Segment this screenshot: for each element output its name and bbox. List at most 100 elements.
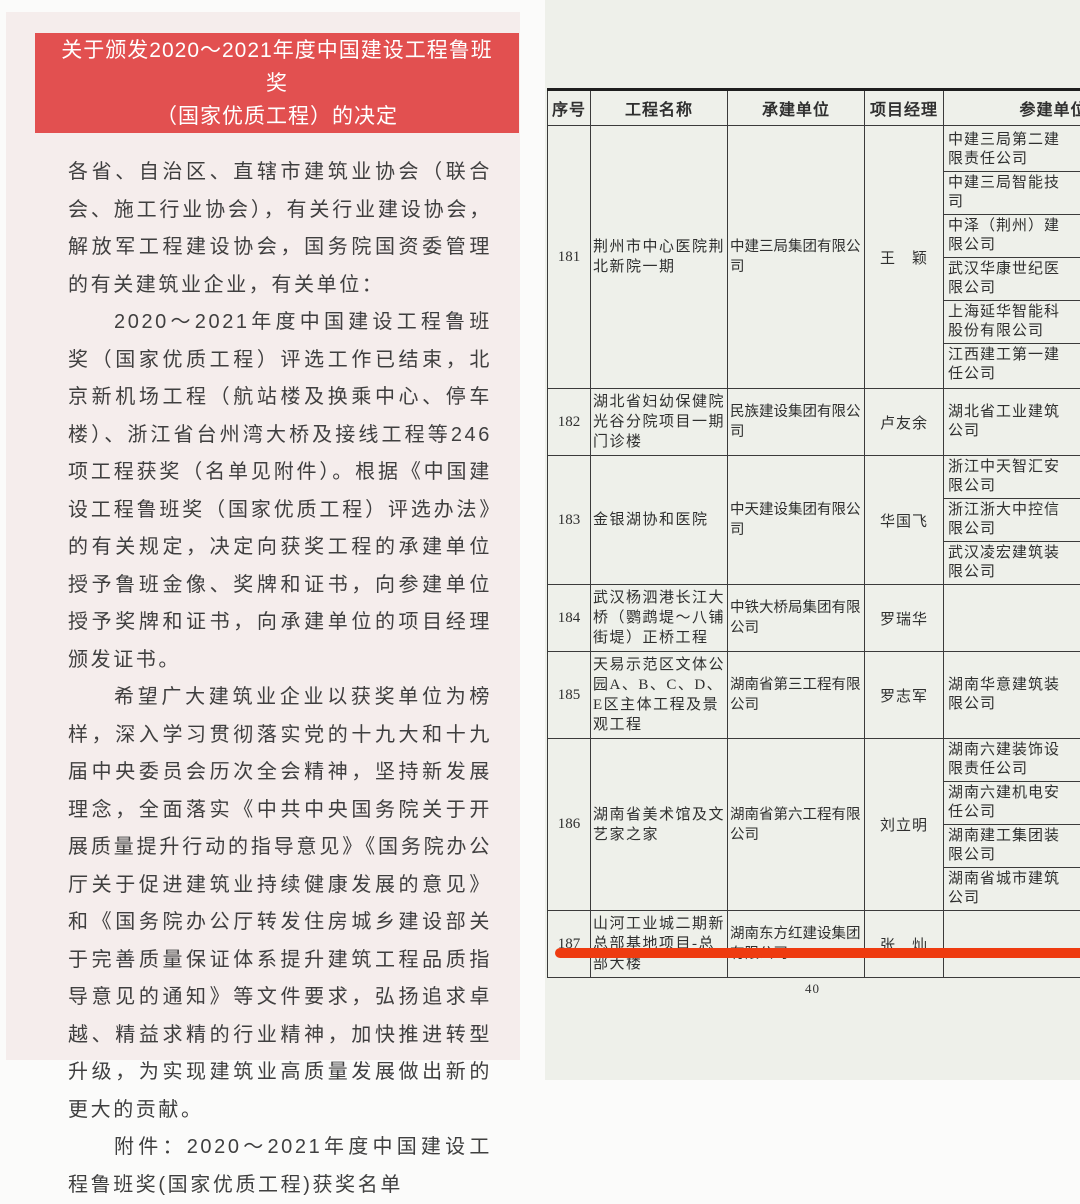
- participant-entry: 上海延华智能科股份有限公司: [944, 301, 1080, 344]
- red-underline-marker: [555, 948, 1080, 958]
- project-manager-cell: 张 灿: [865, 911, 944, 978]
- participant-line: 上海延华智能科: [948, 303, 1080, 322]
- participant-entry: 浙江中天智汇安限公司: [944, 456, 1080, 499]
- serial-number-cell: 183: [548, 456, 591, 585]
- participant-line: 湖北省工业建筑: [948, 403, 1080, 422]
- serial-number-cell: 187: [548, 911, 591, 978]
- document-title-line: （国家优质工程）的决定: [35, 100, 519, 133]
- screenshot-canvas: 关于颁发2020～2021年度中国建设工程鲁班奖（国家优质工程）的决定 各省、自…: [0, 0, 1080, 1080]
- participants-cell: 中建三局第二建限责任公司中建三局智能技司中泽（荆州）建限公司武汉华康世纪医限公司…: [944, 126, 1080, 389]
- contractor-cell: 湖南省第六工程有限公司: [728, 739, 865, 911]
- participant-line: 限公司: [948, 520, 1080, 539]
- project-name-cell: 山河工业城二期新总部基地项目-总部大楼: [591, 911, 728, 978]
- participant-line: 任公司: [948, 365, 1080, 384]
- page-number: 40: [545, 981, 1080, 997]
- participant-entry: 浙江浙大中控信限公司: [944, 499, 1080, 542]
- participants-list: 湖南华意建筑装限公司: [944, 674, 1080, 716]
- participant-line: 湖南建工集团装: [948, 827, 1080, 846]
- participant-entry: 江西建工第一建任公司: [944, 344, 1080, 386]
- project-name-cell: 天易示范区文体公园A、B、C、D、E区主体工程及景观工程: [591, 652, 728, 739]
- participant-entry: 中建三局第二建限责任公司: [944, 129, 1080, 172]
- serial-number-cell: 182: [548, 389, 591, 456]
- document-paragraph: 希望广大建筑业企业以获奖单位为榜样，深入学习贯彻落实党的十九大和十九届中央委员会…: [68, 679, 492, 1129]
- project-name-cell: 金银湖协和医院: [591, 456, 728, 585]
- document-paragraph: 各省、自治区、直辖市建筑业协会（联合会、施工行业协会），有关行业建设协会，解放军…: [68, 154, 492, 304]
- participant-entry: 武汉华康世纪医限公司: [944, 258, 1080, 301]
- project-name-cell: 荆州市中心医院荆北新院一期: [591, 126, 728, 389]
- participant-line: 限公司: [948, 695, 1080, 714]
- contractor-cell: 民族建设集团有限公司: [728, 389, 865, 456]
- serial-number-cell: 181: [548, 126, 591, 389]
- document-paragraph: 2020～2021年度中国建设工程鲁班奖（国家优质工程）评选工作已结束，北京新机…: [68, 304, 492, 679]
- project-manager-cell: 罗瑞华: [865, 585, 944, 652]
- project-manager-cell: 罗志军: [865, 652, 944, 739]
- participant-entry: 湖南省城市建筑公司: [944, 868, 1080, 910]
- participant-line: 股份有限公司: [948, 322, 1080, 341]
- award-table-header: 序号工程名称承建单位项目经理参建单位: [548, 90, 1080, 126]
- contractor-cell: 湖南东方红建设集团有限公司: [728, 911, 865, 978]
- project-name-cell: 湖北省妇幼保健院光谷分院项目一期门诊楼: [591, 389, 728, 456]
- participant-line: 江西建工第一建: [948, 346, 1080, 365]
- participant-line: 浙江中天智汇安: [948, 458, 1080, 477]
- participant-line: 限公司: [948, 477, 1080, 496]
- column-header: 序号: [548, 90, 591, 126]
- participants-cell: 浙江中天智汇安限公司浙江浙大中控信限公司武汉凌宏建筑装限公司: [944, 456, 1080, 585]
- project-name-cell: 湖南省美术馆及文艺家之家: [591, 739, 728, 911]
- participants-list: 浙江中天智汇安限公司浙江浙大中控信限公司武汉凌宏建筑装限公司: [944, 456, 1080, 584]
- column-header: 参建单位: [944, 90, 1080, 126]
- column-header: 工程名称: [591, 90, 728, 126]
- participant-line: 限公司: [948, 236, 1080, 255]
- participant-line: 限责任公司: [948, 760, 1080, 779]
- participant-line: 限责任公司: [948, 150, 1080, 169]
- participant-line: 中建三局智能技: [948, 174, 1080, 193]
- project-manager-cell: 王 颖: [865, 126, 944, 389]
- participant-entry: 中泽（荆州）建限公司: [944, 215, 1080, 258]
- serial-number-cell: 184: [548, 585, 591, 652]
- serial-number-cell: 185: [548, 652, 591, 739]
- serial-number-cell: 186: [548, 739, 591, 911]
- project-name-cell: 武汉杨泗港长江大桥（鹦鹉堤～八铺街堤）正桥工程: [591, 585, 728, 652]
- participant-line: 任公司: [948, 803, 1080, 822]
- participant-line: 湖南华意建筑装: [948, 676, 1080, 695]
- participant-entry: 湖南六建机电安任公司: [944, 782, 1080, 825]
- participant-entry: 湖南建工集团装限公司: [944, 825, 1080, 868]
- participant-line: 公司: [948, 889, 1080, 908]
- document-title-line: 奖: [35, 67, 519, 100]
- participant-line: 限公司: [948, 846, 1080, 865]
- participant-line: 武汉凌宏建筑装: [948, 544, 1080, 563]
- contractor-cell: 中天建设集团有限公司: [728, 456, 865, 585]
- participant-line: 武汉华康世纪医: [948, 260, 1080, 279]
- participants-cell: [944, 911, 1080, 978]
- participant-entry: 中建三局智能技司: [944, 172, 1080, 215]
- column-header: 承建单位: [728, 90, 865, 126]
- participant-line: 限公司: [948, 279, 1080, 298]
- participant-entry: 湖南华意建筑装限公司: [944, 674, 1080, 716]
- participant-line: 限公司: [948, 563, 1080, 582]
- participants-cell: 湖南华意建筑装限公司: [944, 652, 1080, 739]
- participant-entry: 武汉凌宏建筑装限公司: [944, 542, 1080, 584]
- participant-line: 司: [948, 193, 1080, 212]
- participants-cell: [944, 585, 1080, 652]
- header-row: 序号工程名称承建单位项目经理参建单位: [548, 90, 1080, 126]
- contractor-cell: 中建三局集团有限公司: [728, 126, 865, 389]
- project-manager-cell: 华国飞: [865, 456, 944, 585]
- document-title-line: 关于颁发2020～2021年度中国建设工程鲁班: [35, 34, 519, 67]
- participant-line: 浙江浙大中控信: [948, 501, 1080, 520]
- project-manager-cell: 卢友余: [865, 389, 944, 456]
- participants-list: 湖南六建装饰设限责任公司湖南六建机电安任公司湖南建工集团装限公司湖南省城市建筑公…: [944, 739, 1080, 910]
- participant-line: 中泽（荆州）建: [948, 217, 1080, 236]
- participant-line: 湖南六建装饰设: [948, 741, 1080, 760]
- document-body: 各省、自治区、直辖市建筑业协会（联合会、施工行业协会），有关行业建设协会，解放军…: [68, 154, 492, 1204]
- contractor-cell: 中铁大桥局集团有限公司: [728, 585, 865, 652]
- project-manager-cell: 刘立明: [865, 739, 944, 911]
- participant-line: 湖南省城市建筑: [948, 870, 1080, 889]
- contractor-cell: 湖南省第三工程有限公司: [728, 652, 865, 739]
- document-paragraph: 附件：2020～2021年度中国建设工程鲁班奖(国家优质工程)获奖名单: [68, 1129, 492, 1204]
